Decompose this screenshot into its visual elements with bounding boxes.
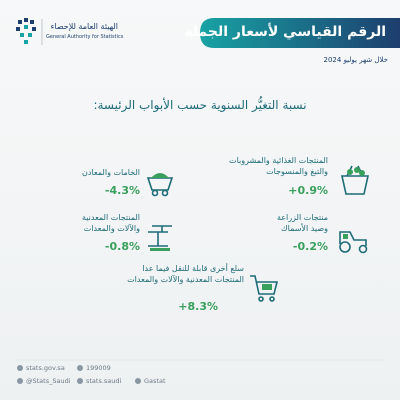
label-line: والتبغ والمنسوجات — [266, 167, 328, 176]
instagram: stats.saudi — [86, 377, 122, 385]
item-value: -0.2% — [292, 240, 328, 253]
label-line: الخامات والمعادن — [82, 168, 140, 177]
subtitle: خلال شهر يوليو 2024 — [323, 56, 388, 64]
website: stats.gov.sa — [26, 364, 65, 372]
org-name-ar: الهيئة العامة للإحصاء — [50, 22, 118, 31]
item-label: منتجات الزراعة وصيد الأسماك — [277, 212, 328, 234]
phone: 199009 — [86, 364, 111, 372]
heading: نسبة التغيُّر السنوية حسب الأبواب الرئيس… — [93, 98, 307, 112]
item-label: الخامات والمعادن — [82, 167, 140, 178]
twitter: @Stats_Saudi — [26, 377, 71, 385]
item-label: المنتجات الغذائية والمشروبات والتبغ والمن… — [229, 155, 328, 177]
item-value: -0.8% — [104, 240, 140, 253]
label-line: المنتجات المعدنية والآلات والمعدات — [127, 275, 244, 284]
brand: Gastat — [144, 377, 166, 385]
label-line: والآلات والمعدات — [83, 224, 140, 233]
label-line: وصيد الأسماك — [281, 224, 328, 233]
title: الرقم القياسي لأسعار الجملة — [184, 24, 386, 40]
label-line: منتجات الزراعة — [276, 213, 328, 222]
item-value: -4.3% — [104, 184, 140, 197]
label-line: المنتجات المعدنية — [81, 213, 140, 222]
item-value: +8.3% — [178, 300, 218, 313]
item-value: +0.9% — [288, 184, 328, 197]
item-label: المنتجات المعدنية والآلات والمعدات — [82, 212, 140, 234]
item-label: سلع أخرى قابلة للنقل فيما عدا المنتجات ال… — [127, 263, 244, 285]
label-line: سلع أخرى قابلة للنقل فيما عدا — [142, 264, 244, 273]
label-line: المنتجات الغذائية والمشروبات — [229, 156, 328, 165]
org-name-en: General Authority for Statistics — [46, 34, 124, 40]
